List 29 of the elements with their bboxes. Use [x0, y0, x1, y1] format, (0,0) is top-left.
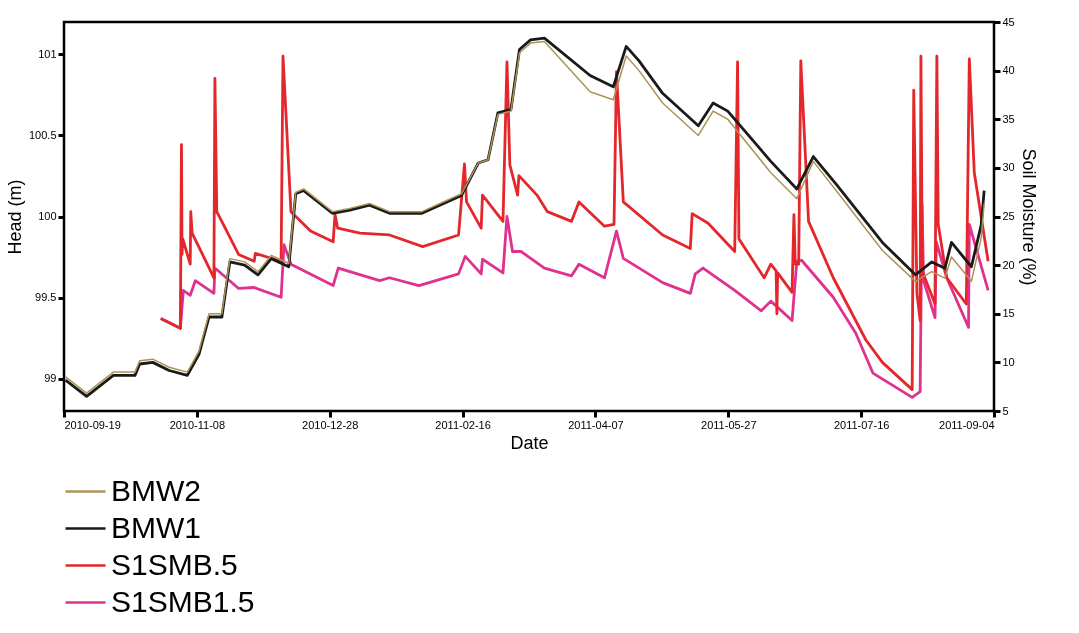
y2-tick-label: 30	[1002, 161, 1015, 174]
x-tick-label: 2011-02-16	[435, 418, 491, 431]
y2-tick-label: 15	[1002, 307, 1015, 320]
y2-tick-label: 40	[1002, 64, 1015, 77]
legend-label: S1SMB1.5	[111, 584, 255, 618]
y2-tick-label: 35	[1002, 112, 1015, 125]
x-tick-label: 2011-04-07	[568, 418, 624, 431]
x-axis-title: Date	[510, 432, 549, 453]
legend-label: BMW1	[111, 510, 201, 544]
legend-label: S1SMB.5	[111, 547, 238, 581]
y2-tick-label: 10	[1002, 355, 1015, 368]
y2-axis-title: Soil Moisture (%)	[1018, 148, 1039, 286]
y-tick-label: 99.5	[35, 291, 57, 304]
y2-tick-label: 20	[1002, 258, 1015, 271]
x-tick-label: 2010-09-19	[64, 418, 121, 431]
y2-tick-label: 45	[1002, 15, 1015, 28]
y-tick-label: 101	[38, 47, 57, 60]
y-tick-label: 100.5	[28, 128, 57, 141]
y-tick-label: 99	[44, 372, 57, 385]
y-tick-label: 100	[38, 210, 57, 222]
x-tick-label: 2010-12-28	[302, 418, 359, 431]
y2-tick-label: 5	[1002, 404, 1009, 417]
x-tick-label: 2011-05-27	[701, 418, 757, 431]
x-tick-label: 2011-09-04	[939, 418, 995, 431]
x-tick-label: 2011-07-16	[833, 418, 890, 431]
y2-tick-label: 25	[1002, 210, 1015, 222]
y-axis-title: Head (m)	[4, 179, 25, 255]
legend-label: BMW2	[111, 473, 201, 507]
x-tick-label: 2010-11-08	[169, 418, 226, 431]
